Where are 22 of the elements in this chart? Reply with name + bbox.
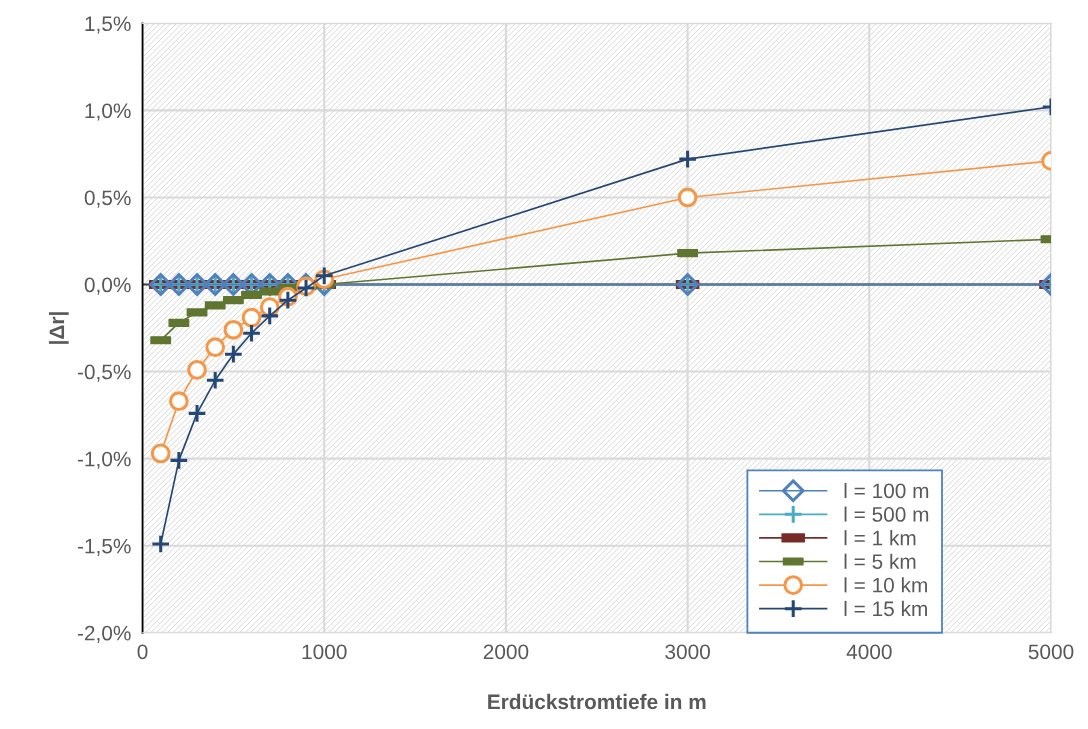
y-axis-title: |Δr| — [48, 312, 69, 344]
y-tick-label: -2,0% — [77, 625, 131, 643]
legend-label: l = 5 km — [844, 553, 916, 569]
legend-label: l = 15 km — [844, 600, 927, 617]
legend-label: l = 100 m — [844, 482, 929, 499]
y-tick-label: -1,5% — [77, 538, 131, 556]
x-tick-label: 1000 — [302, 644, 347, 660]
x-tick-label: 2000 — [483, 644, 529, 660]
x-tick-label: 4000 — [846, 644, 892, 660]
y-tick-label: 0,0% — [84, 277, 131, 295]
legend-label: l = 500 m — [844, 506, 929, 522]
y-tick-label: 1,0% — [85, 103, 131, 121]
x-tick-label: 0 — [137, 644, 148, 660]
x-tick-label: 5000 — [1028, 644, 1074, 660]
x-axis-title: Erdückstromtiefe in m — [488, 693, 706, 710]
y-tick-label: 1,5% — [85, 16, 131, 34]
y-tick-label: -0,5% — [77, 364, 131, 382]
legend-label: l = 1 km — [844, 530, 916, 546]
x-tick-label: 3000 — [665, 644, 710, 660]
legend-label: l = 10 km — [844, 577, 927, 593]
y-tick-label: 0,5% — [84, 190, 131, 208]
y-tick-label: -1,0% — [77, 451, 131, 469]
